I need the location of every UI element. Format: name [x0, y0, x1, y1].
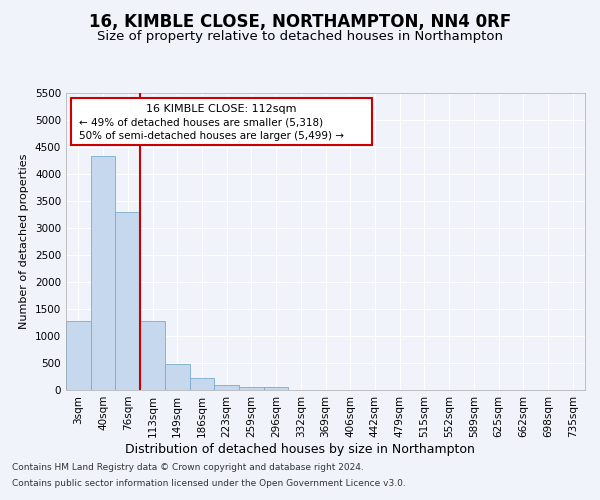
Bar: [264, 388, 289, 390]
Text: Contains public sector information licensed under the Open Government Licence v3: Contains public sector information licen…: [12, 478, 406, 488]
Bar: [165, 364, 190, 390]
Bar: [115, 212, 140, 390]
Bar: [66, 322, 91, 390]
Text: Contains HM Land Registry data © Crown copyright and database right 2024.: Contains HM Land Registry data © Crown c…: [12, 464, 364, 472]
Bar: [140, 321, 165, 390]
FancyBboxPatch shape: [71, 98, 372, 144]
Text: 50% of semi-detached houses are larger (5,499) →: 50% of semi-detached houses are larger (…: [79, 131, 344, 141]
Bar: [91, 156, 115, 390]
Text: 16 KIMBLE CLOSE: 112sqm: 16 KIMBLE CLOSE: 112sqm: [146, 104, 297, 114]
Text: Size of property relative to detached houses in Northampton: Size of property relative to detached ho…: [97, 30, 503, 43]
Text: 16, KIMBLE CLOSE, NORTHAMPTON, NN4 0RF: 16, KIMBLE CLOSE, NORTHAMPTON, NN4 0RF: [89, 12, 511, 30]
Bar: [214, 385, 239, 390]
Text: Distribution of detached houses by size in Northampton: Distribution of detached houses by size …: [125, 442, 475, 456]
Bar: [239, 387, 264, 390]
Text: ← 49% of detached houses are smaller (5,318): ← 49% of detached houses are smaller (5,…: [79, 118, 323, 128]
Bar: [190, 378, 214, 390]
Y-axis label: Number of detached properties: Number of detached properties: [19, 154, 29, 329]
